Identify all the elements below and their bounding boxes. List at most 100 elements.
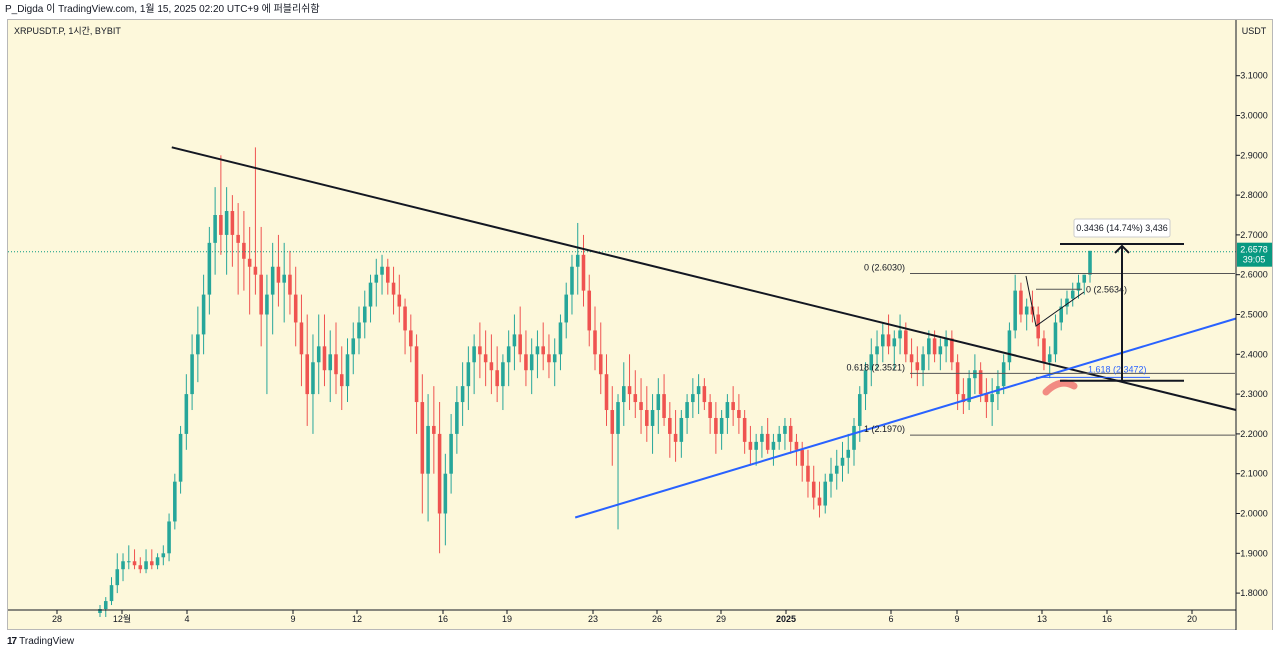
candle	[242, 211, 246, 291]
tradingview-logo-text: TradingView	[19, 636, 75, 647]
candle	[656, 378, 661, 434]
candle	[265, 274, 269, 395]
candle-body	[869, 354, 874, 371]
price-tick-label: 2.8000	[1240, 190, 1268, 200]
candle	[121, 553, 125, 582]
candle	[598, 322, 603, 395]
candle	[247, 226, 252, 315]
price-tick-label: 1.9000	[1240, 548, 1268, 558]
descending-trendline[interactable]	[171, 146, 1237, 411]
candle-body	[1076, 282, 1081, 291]
candle-body	[138, 565, 143, 570]
measure-label-box	[1073, 218, 1171, 238]
candle-body	[800, 449, 804, 466]
candle	[512, 314, 517, 371]
candle-body	[1065, 298, 1069, 307]
candle-body	[328, 354, 333, 371]
candle-body	[829, 473, 833, 482]
candle-body	[184, 394, 189, 434]
candle	[230, 195, 235, 267]
candle	[742, 410, 747, 454]
tradingview-logo[interactable]: 17 TradingView	[7, 636, 74, 647]
price-tick-label: 2.9000	[1240, 150, 1268, 160]
candle-body	[391, 282, 396, 295]
candle-body	[783, 425, 787, 434]
candle	[921, 346, 925, 387]
candle-body	[443, 473, 448, 514]
candle-body	[386, 266, 390, 283]
candle	[834, 449, 839, 490]
candle-body	[201, 294, 206, 335]
candle	[213, 187, 217, 275]
candle-body	[409, 330, 413, 347]
candle	[771, 433, 776, 466]
candle-body	[955, 362, 960, 395]
candle-body	[316, 346, 321, 363]
candle-body	[886, 334, 891, 347]
candle-body	[857, 394, 862, 426]
candle	[886, 314, 891, 355]
candle	[420, 374, 425, 514]
candle-body	[852, 425, 856, 450]
candle-body	[109, 585, 114, 602]
candle	[322, 314, 327, 387]
time-tick-label: 16	[1102, 614, 1112, 624]
candle	[881, 322, 885, 363]
price-tick-label: 2.7000	[1240, 230, 1268, 240]
candle	[1042, 330, 1046, 371]
candle	[737, 394, 741, 434]
candle-body	[564, 294, 569, 323]
candle	[155, 553, 160, 570]
candle	[455, 386, 459, 454]
price-tick-label: 1.8000	[1240, 588, 1268, 598]
price-axis[interactable]: USDT 3.1000 3.0000 2.9000 2.8000 2.7000 2.600…	[1235, 20, 1272, 630]
candle	[103, 597, 108, 617]
candle	[305, 314, 309, 426]
candle	[788, 417, 793, 454]
candle	[621, 362, 626, 426]
candle-body	[455, 402, 459, 434]
candle	[950, 330, 954, 371]
candle	[558, 314, 563, 371]
candle	[961, 378, 966, 414]
chart-frame[interactable]	[7, 19, 1273, 630]
candle	[190, 334, 194, 411]
candle	[489, 334, 494, 395]
candle-body	[466, 362, 471, 387]
time-tick-label: 29	[716, 614, 726, 624]
candle	[1024, 298, 1029, 331]
candle-body	[437, 433, 442, 514]
candle-body	[535, 346, 540, 355]
candle-body	[731, 402, 735, 411]
candle-body	[547, 354, 551, 363]
candle-body	[645, 410, 649, 426]
candle-body	[978, 370, 983, 395]
candle-body	[420, 402, 425, 474]
candle-body	[167, 521, 171, 554]
candle-body	[909, 354, 914, 363]
price-range-measure[interactable]: 0.3436 (14.74%) 3,436	[1060, 218, 1184, 382]
candle-body	[662, 394, 666, 418]
flag-pattern[interactable]	[1025, 275, 1085, 327]
candle	[1013, 274, 1017, 339]
candle-body	[984, 394, 989, 403]
candle-body	[178, 433, 183, 482]
time-axis[interactable]: 28 12월 4 9 12 16 19 23 26 29 2025 6 9 13 16 20	[8, 609, 1236, 624]
candle-body	[737, 410, 741, 418]
fib-retracement[interactable]: 0 (2.6030) 0.618 (2.3521) 1 (2.1970)	[846, 263, 1235, 436]
fib-extension[interactable]: 0 (2.5634) 1.618 (2.3472)	[1036, 284, 1150, 378]
candle-body	[501, 362, 505, 387]
candle-body	[219, 215, 223, 235]
candle-body	[691, 394, 695, 403]
ascending-trendline[interactable]	[574, 317, 1237, 519]
candle	[506, 330, 511, 387]
candle-body	[1013, 290, 1017, 331]
candle	[892, 330, 897, 371]
ext-label-0: 0 (2.5634)	[1086, 284, 1127, 294]
candle-body	[207, 242, 212, 295]
candle-body	[581, 254, 586, 291]
time-tick-label: 12	[352, 614, 362, 624]
candle-body	[633, 394, 638, 403]
candle-body	[126, 561, 131, 563]
